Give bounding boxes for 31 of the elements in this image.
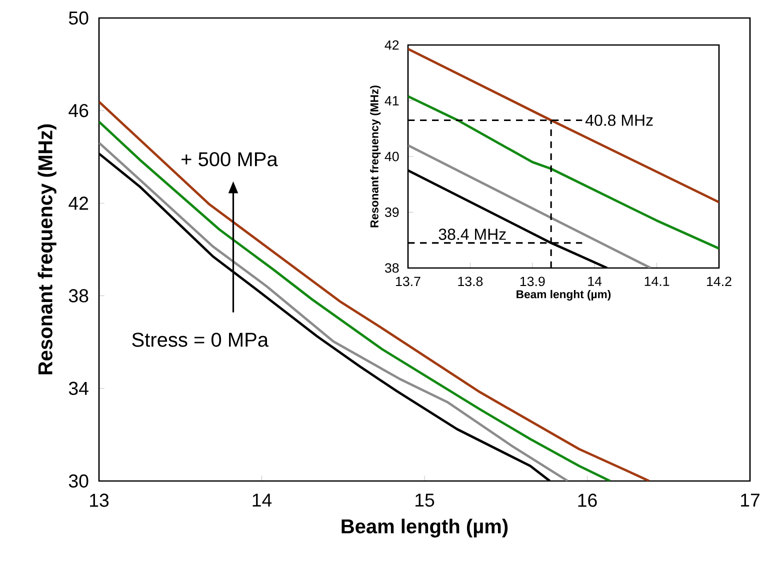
x-axis-title: Beam length (µm) xyxy=(342,518,508,538)
y-axis-title: Resonant frequency (MHz) xyxy=(38,124,56,374)
y-tick-label: 50 xyxy=(68,11,88,25)
annotation: Stress = 0 MPa xyxy=(132,332,269,347)
y-tick-label: 34 xyxy=(68,382,88,395)
y-tick-label: 38 xyxy=(68,289,88,302)
x-axis-title: Beam lenght (µm) xyxy=(516,290,611,301)
y-tick-label: 41 xyxy=(384,96,399,106)
annotation: + 500 MPa xyxy=(182,152,278,166)
x-tick-label: 13.8 xyxy=(458,276,483,286)
y-tick-label: 30 xyxy=(68,474,88,488)
x-tick-label: 14 xyxy=(252,494,272,507)
ref-line-label: 38.4 MHz xyxy=(438,228,506,240)
y-tick-label: 42 xyxy=(68,196,88,210)
line-series xyxy=(408,95,719,250)
x-tick-label: 13 xyxy=(90,494,109,507)
x-tick-label: 14 xyxy=(588,276,602,286)
y-tick-label: 46 xyxy=(68,104,88,118)
x-tick-label: 13.7 xyxy=(396,276,420,286)
x-tick-label: 14.1 xyxy=(644,276,670,286)
x-tick-label: 17 xyxy=(741,494,760,507)
ref-line-label: 40.8 MHz xyxy=(585,114,653,126)
y-tick-label: 39 xyxy=(384,208,399,217)
y-tick-label: 38 xyxy=(384,263,399,273)
x-tick-label: 13.9 xyxy=(520,276,545,286)
x-tick-label: 15 xyxy=(416,494,434,507)
y-axis-title: Resonant frequency (MHz) xyxy=(370,86,381,228)
y-tick-label: 42 xyxy=(384,40,399,50)
x-tick-label: 16 xyxy=(578,494,597,507)
x-tick-label: 14.2 xyxy=(707,276,732,286)
y-tick-label: 40 xyxy=(384,152,399,162)
